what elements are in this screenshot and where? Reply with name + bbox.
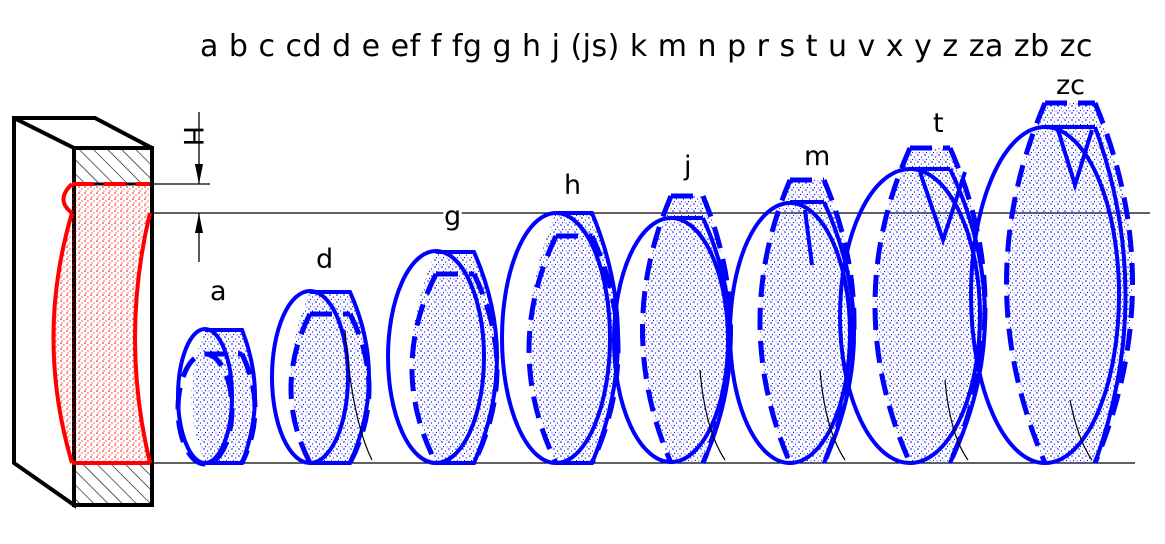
label-t: t (933, 108, 944, 139)
shaft-cylinder-t (838, 145, 988, 465)
label-h: h (564, 170, 581, 201)
shaft-cylinder-h (500, 211, 621, 465)
dimension-h-label: H (177, 126, 208, 146)
hole-tolerance-zone (51, 182, 152, 465)
dimension-h: H (177, 112, 208, 262)
shaft-cylinder-g (386, 249, 500, 465)
label-j: j (683, 151, 692, 182)
label-a: a (210, 276, 227, 307)
shaft-cylinder-m (728, 177, 857, 465)
label-g: g (444, 201, 461, 232)
shaft-cylinder-j (612, 193, 733, 464)
label-zc: zc (1056, 70, 1085, 101)
shaft-cylinder-d (270, 289, 373, 465)
fit-series-label: a b c cd d e ef f fg g h j (js) k m n p … (200, 29, 1093, 64)
shaft-cylinder-a (175, 327, 258, 467)
shaft-cylinder-zc (969, 100, 1135, 465)
label-m: m (804, 141, 830, 172)
label-d: d (316, 244, 333, 275)
